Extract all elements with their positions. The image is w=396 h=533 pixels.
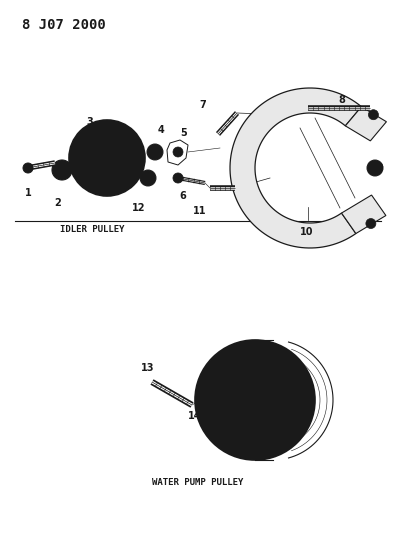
Circle shape (237, 382, 273, 418)
Circle shape (195, 340, 315, 460)
Circle shape (102, 153, 112, 163)
Text: 4: 4 (158, 125, 164, 135)
Text: 3: 3 (87, 117, 93, 127)
Text: 12: 12 (132, 203, 146, 213)
Circle shape (371, 164, 379, 172)
Text: 13: 13 (141, 363, 155, 373)
Polygon shape (345, 107, 386, 141)
Text: 9: 9 (377, 163, 383, 173)
Text: 5: 5 (181, 128, 187, 138)
Circle shape (69, 120, 145, 196)
Circle shape (52, 160, 72, 180)
Text: 11: 11 (193, 206, 207, 216)
Polygon shape (341, 195, 386, 233)
Text: 14: 14 (188, 411, 202, 421)
Circle shape (372, 165, 378, 171)
Text: 8: 8 (339, 95, 345, 105)
Polygon shape (230, 88, 362, 248)
Circle shape (368, 110, 379, 120)
Text: IDLER PULLEY: IDLER PULLEY (60, 225, 124, 234)
Circle shape (369, 162, 381, 174)
Circle shape (173, 147, 183, 157)
Text: 6: 6 (180, 191, 187, 201)
Circle shape (147, 144, 163, 160)
Text: 1: 1 (25, 188, 31, 198)
Circle shape (145, 175, 151, 181)
Circle shape (152, 149, 158, 155)
Text: 2: 2 (55, 198, 61, 208)
Circle shape (140, 170, 156, 186)
Circle shape (251, 396, 259, 404)
Circle shape (77, 128, 137, 188)
Circle shape (95, 146, 119, 170)
Text: 8 J07 2000: 8 J07 2000 (22, 18, 106, 32)
Text: 10: 10 (300, 227, 314, 237)
Text: 7: 7 (200, 100, 206, 110)
Circle shape (23, 163, 33, 173)
Circle shape (57, 165, 67, 175)
Circle shape (59, 167, 65, 173)
Polygon shape (167, 140, 188, 165)
Circle shape (366, 219, 376, 229)
Text: WATER PUMP PULLEY: WATER PUMP PULLEY (152, 478, 244, 487)
Circle shape (173, 173, 183, 183)
Circle shape (245, 390, 265, 410)
Circle shape (367, 160, 383, 176)
